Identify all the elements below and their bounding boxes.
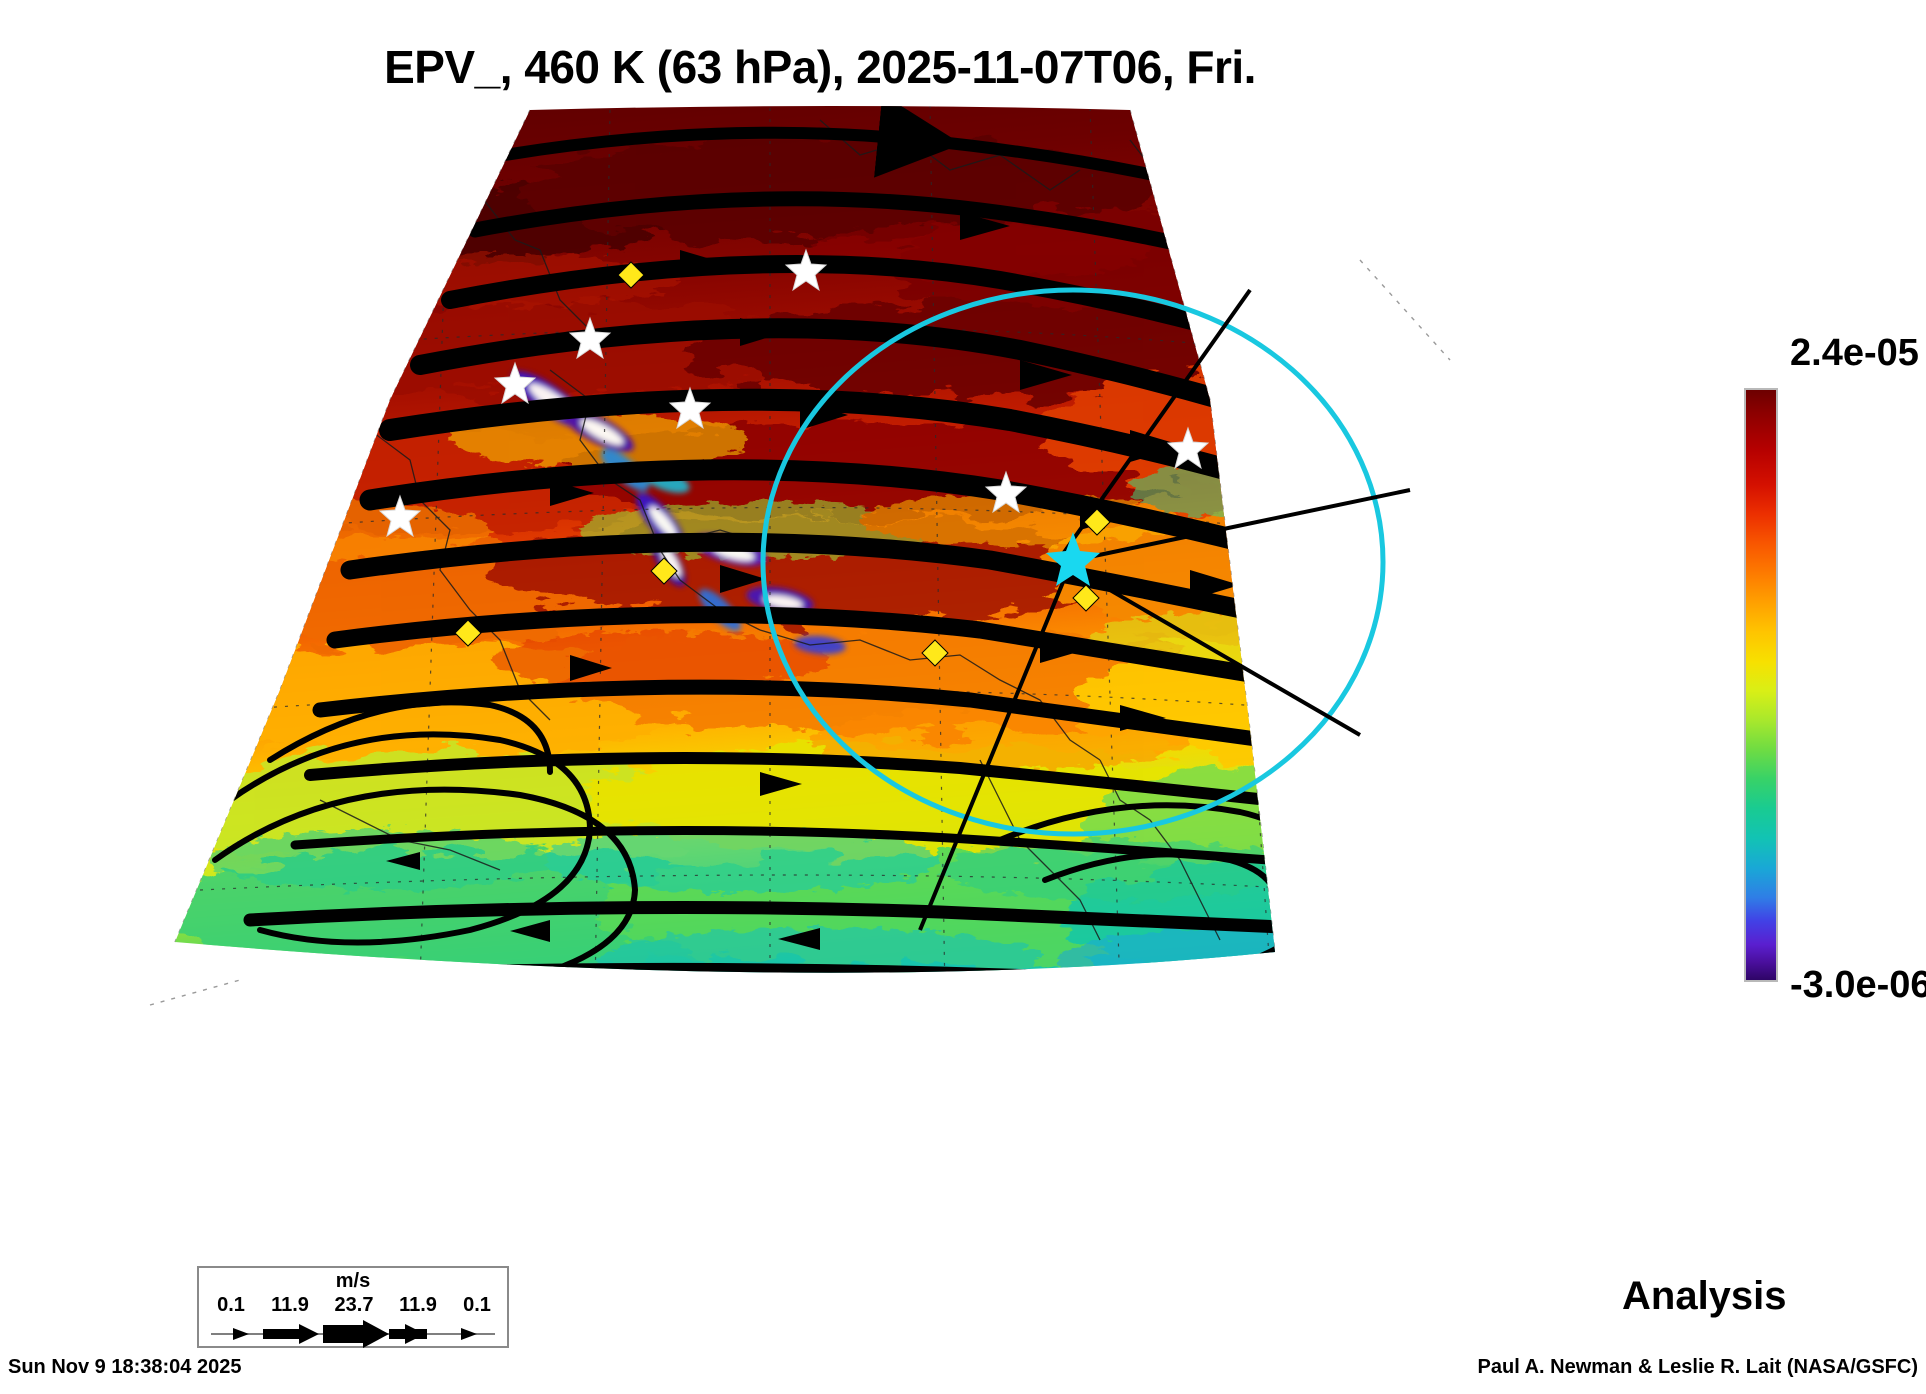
author-credit: Paul A. Newman & Leslie R. Lait (NASA/GS…	[1477, 1356, 1918, 1378]
colorbar-min-label: -3.0e-06	[1790, 964, 1926, 1006]
epv-field	[175, 106, 1275, 973]
colorbar-gradient	[1744, 388, 1778, 982]
wind-legend-tick-4: 0.1	[463, 1294, 491, 1316]
wind-legend-units: m/s	[335, 1270, 371, 1292]
wind-legend-tick-0: 0.1	[217, 1294, 245, 1316]
map-plot-area	[120, 100, 1540, 1030]
colorbar: 2.4e-05 -3.0e-06	[1744, 332, 1926, 1006]
wind-legend-arrows	[211, 1320, 495, 1348]
white-star-markers	[378, 248, 1210, 538]
page-title: EPV_, 460 K (63 hPa), 2025-11-07T06, Fri…	[384, 41, 1256, 93]
radial-track-lines	[918, 288, 1411, 931]
wind-legend-tick-1: 11.9	[271, 1294, 309, 1316]
render-timestamp: Sun Nov 9 18:38:04 2025	[8, 1356, 242, 1378]
colorbar-max-label: 2.4e-05	[1790, 332, 1919, 374]
yellow-diamond-markers	[454, 261, 1111, 667]
outer-graticule	[149, 109, 1451, 1006]
cyan-range-circle	[760, 287, 1386, 837]
wind-speed-legend: m/s 0.1 11.9 23.7 11.9 0.1	[197, 1266, 509, 1348]
analysis-label: Analysis	[1622, 1274, 1787, 1318]
wind-legend-tick-3: 11.9	[399, 1294, 437, 1316]
cyan-center-star	[1046, 532, 1100, 586]
wind-legend-tick-2: 23.7	[334, 1294, 374, 1316]
map-svg	[149, 106, 1451, 1006]
